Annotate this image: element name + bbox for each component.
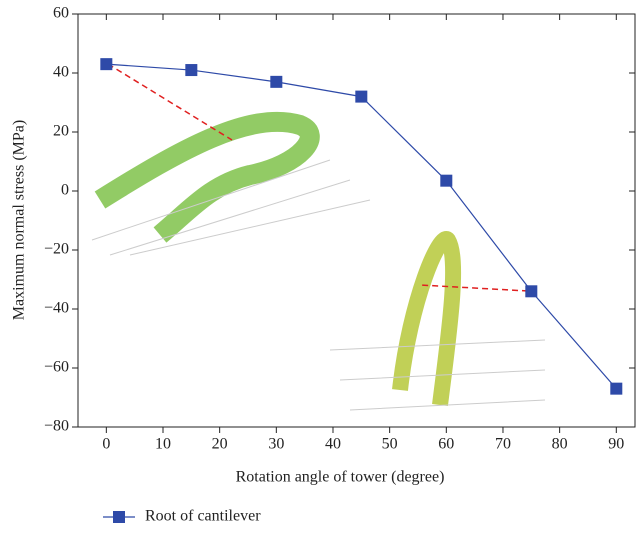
y-tick-label: −60 (44, 359, 69, 376)
y-tick-label: −80 (44, 418, 69, 435)
y-tick-label: 40 (53, 64, 69, 81)
x-tick-label: 0 (102, 436, 110, 453)
y-tick-label: 0 (61, 182, 69, 199)
x-tick-label: 70 (495, 436, 511, 453)
point-marker (525, 285, 537, 297)
y-tick-label: 60 (53, 5, 69, 22)
point-marker (270, 76, 282, 88)
x-tick-label: 60 (438, 436, 454, 453)
y-tick-label: 20 (53, 123, 69, 140)
y-tick-label: −40 (44, 300, 69, 317)
annotation-arrow (420, 285, 528, 291)
x-tick-label: 90 (608, 436, 624, 453)
x-tick-label: 30 (268, 436, 284, 453)
x-tick-label: 80 (552, 436, 568, 453)
annotation-arrow (108, 64, 232, 140)
y-tick-label: −20 (44, 241, 69, 258)
point-marker (185, 64, 197, 76)
x-tick-label: 20 (212, 436, 228, 453)
point-marker (355, 91, 367, 103)
y-axis-label: Maximum normal stress (MPa) (11, 120, 28, 320)
legend-label: Root of cantilever (145, 508, 261, 525)
point-marker (100, 58, 112, 70)
x-axis-label: Rotation angle of tower (degree) (236, 469, 445, 486)
inset-cantilever-2 (400, 239, 453, 405)
point-marker (440, 175, 452, 187)
inset-cantilever-1 (100, 122, 310, 235)
chart: Rotation angle of tower (degree) Maximum… (0, 0, 640, 533)
x-tick-label: 40 (325, 436, 341, 453)
x-tick-label: 10 (155, 436, 171, 453)
legend-marker (113, 511, 125, 523)
x-tick-label: 50 (382, 436, 398, 453)
point-marker (610, 383, 622, 395)
inset-images (92, 64, 545, 410)
